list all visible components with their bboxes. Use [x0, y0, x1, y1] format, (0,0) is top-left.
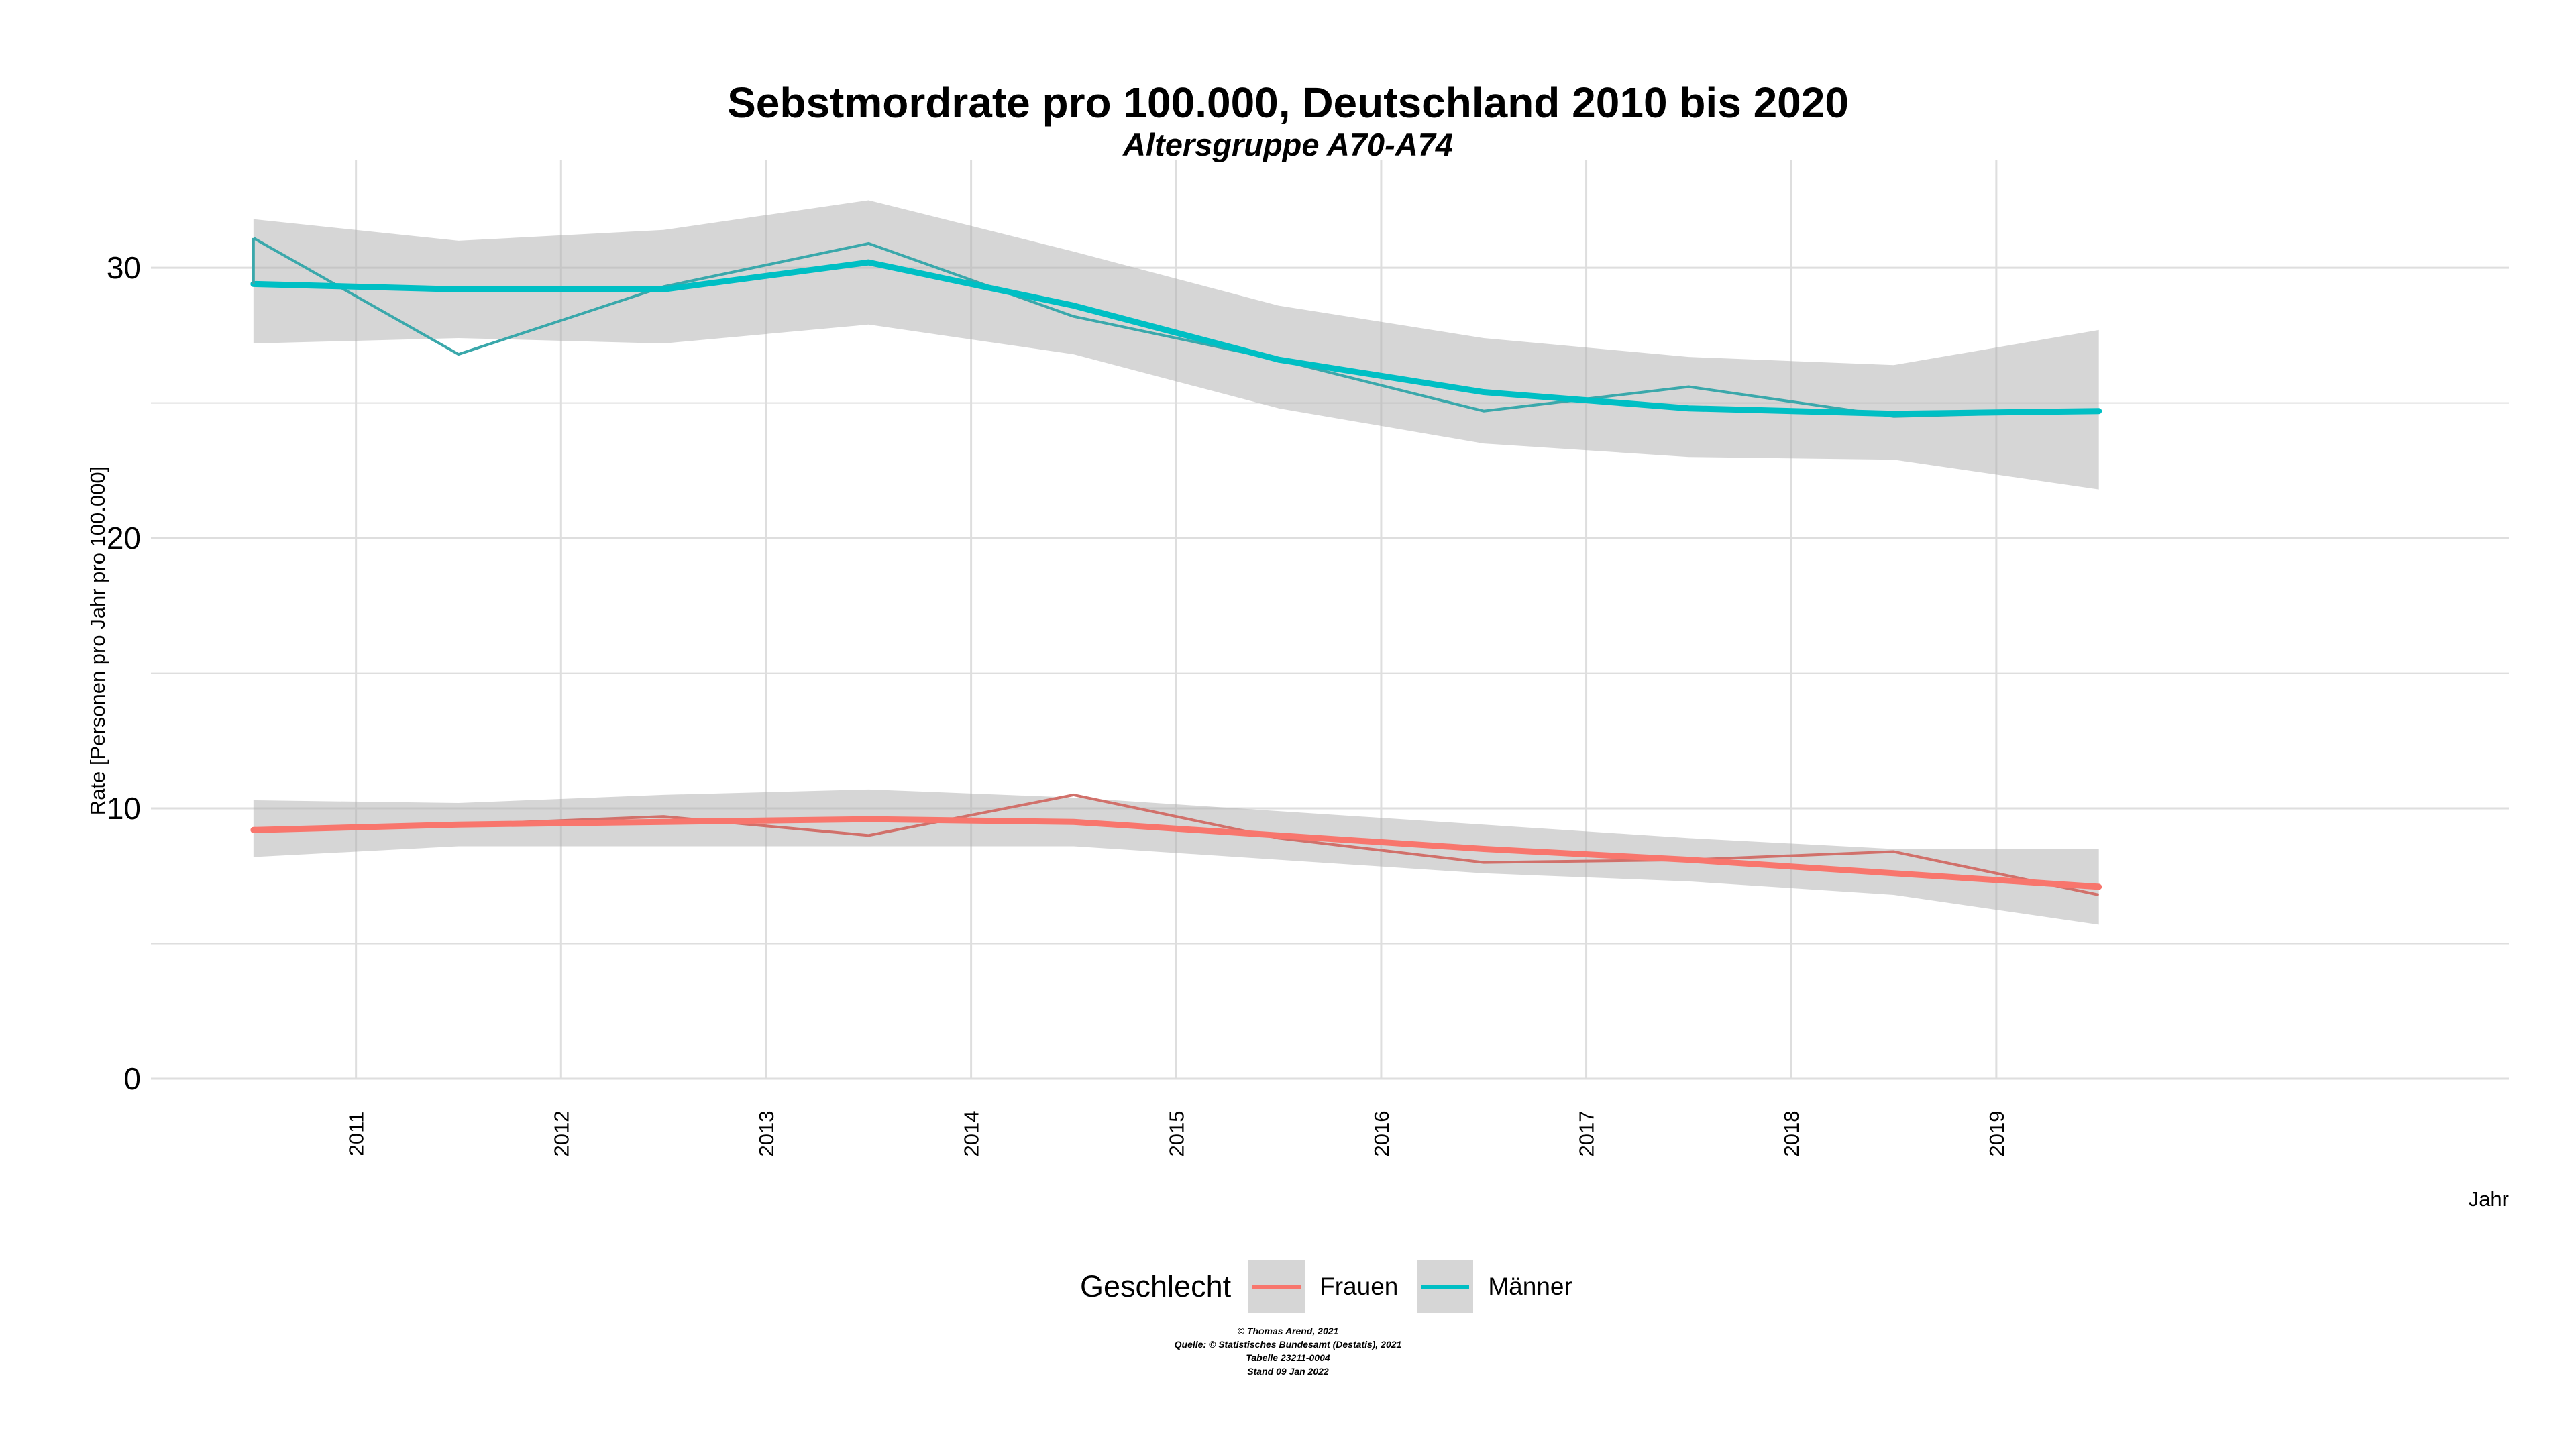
y-tick-label: 20	[107, 521, 141, 555]
y-tick-label: 10	[107, 791, 141, 826]
series-line-trend	[250, 816, 2102, 890]
x-tick-label: 2016	[1370, 1111, 1393, 1157]
x-tick-label: 2013	[755, 1111, 778, 1157]
x-tick-label: 2012	[549, 1111, 573, 1157]
x-tick-label: 2017	[1575, 1111, 1599, 1157]
legend-title: Geschlecht	[1080, 1269, 1232, 1303]
chart-title: Sebstmordrate pro 100.000, Deutschland 2…	[727, 78, 1849, 127]
legend-key-maenner	[1417, 1260, 1474, 1313]
x-tick-label: 2019	[1985, 1111, 2008, 1157]
y-axis-label: Rate [Personen pro Jahr pro 100.000]	[86, 466, 109, 815]
series-line-observed	[252, 237, 2099, 418]
y-tick-label: 30	[107, 250, 141, 285]
credit-line: Quelle: © Statistisches Bundesamt (Desta…	[1174, 1339, 1402, 1350]
legend-item-maenner: Männer	[1417, 1260, 1572, 1313]
source-credits: © Thomas Arend, 2021 Quelle: © Statistis…	[0, 1324, 2576, 1378]
series-line-trend	[250, 259, 2102, 417]
legend-label-maenner: Männer	[1488, 1273, 1572, 1300]
series-line-layer	[250, 237, 2102, 896]
legend-label-frauen: Frauen	[1320, 1273, 1399, 1300]
x-tick-label: 2015	[1165, 1111, 1188, 1157]
x-tick-label: 2014	[960, 1111, 983, 1157]
legend: Geschlecht Frauen Männer	[1080, 1260, 1591, 1313]
tick-label-layer: 0 10 20 30 2011 2012 2013 2014 2015 2016 2017 2018 2…	[107, 250, 2008, 1157]
grid-layer	[151, 160, 2509, 1080]
credit-line: Tabelle 23211-0004	[1246, 1352, 1330, 1363]
confidence-band	[253, 200, 2099, 490]
legend-key-frauen	[1248, 1260, 1305, 1313]
legend-item-frauen: Frauen	[1248, 1260, 1398, 1313]
credit-line: © Thomas Arend, 2021	[1237, 1326, 1339, 1336]
x-axis-label: Jahr	[2469, 1187, 2509, 1211]
credit-line: Stand 09 Jan 2022	[1247, 1366, 1329, 1377]
y-tick-label: 0	[123, 1061, 141, 1096]
chart-subtitle: Altersgruppe A70-A74	[1123, 127, 1453, 162]
x-tick-label: 2018	[1780, 1111, 1803, 1157]
x-tick-label: 2011	[345, 1112, 368, 1157]
